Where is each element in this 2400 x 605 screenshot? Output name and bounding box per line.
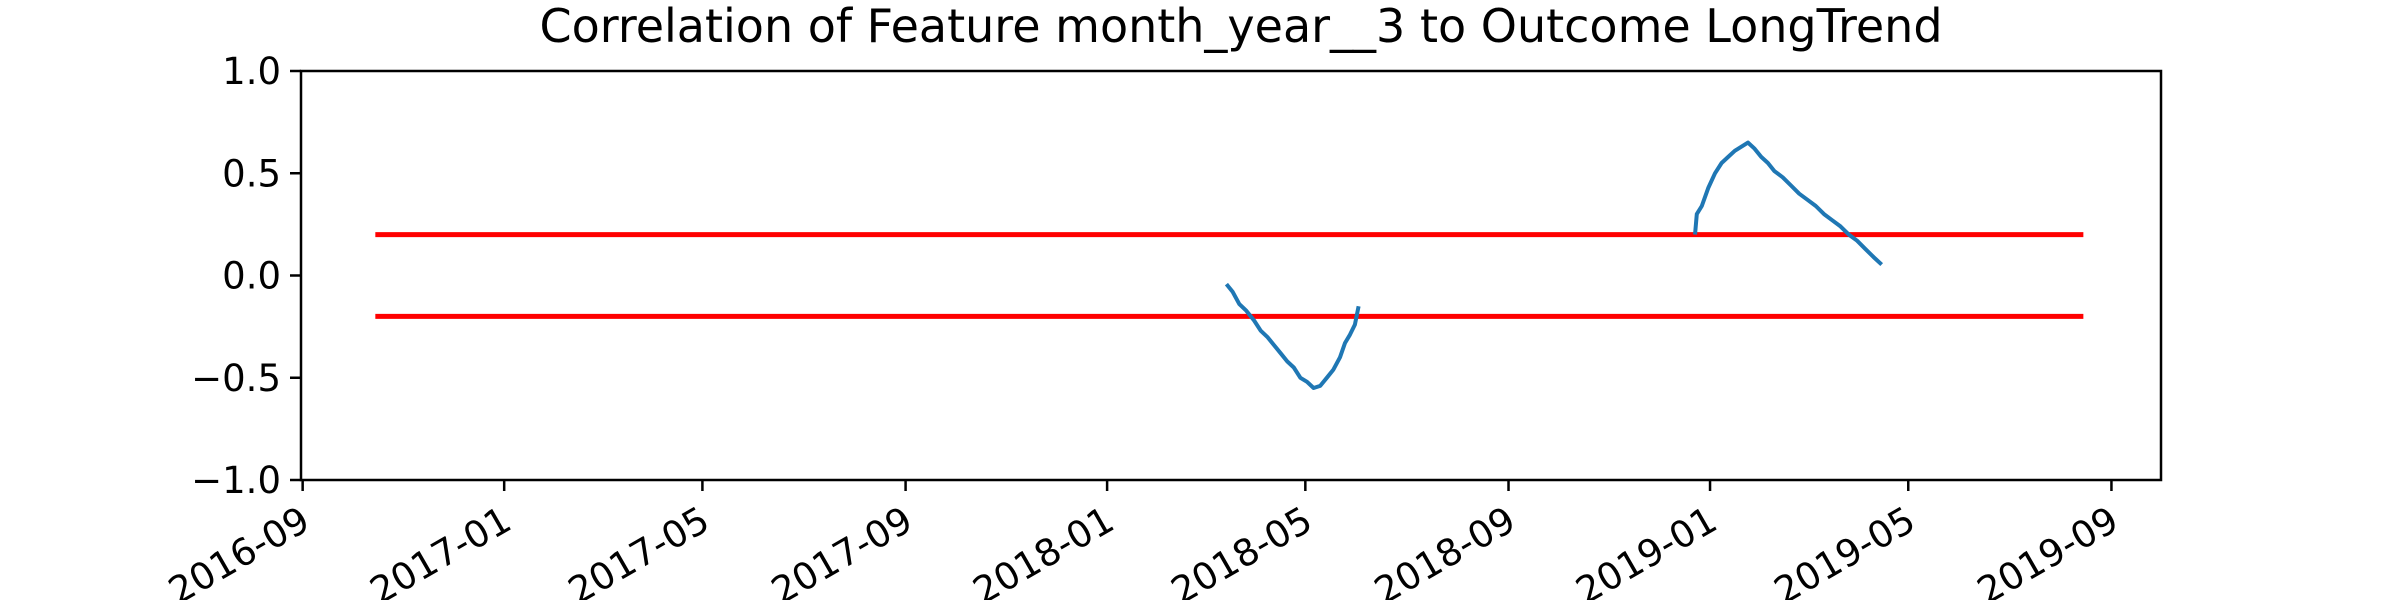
x-tick-label: 2018-05 (1164, 498, 1319, 600)
x-tick-label: 2019-01 (1569, 498, 1724, 600)
x-tick-label: 2019-09 (1970, 498, 2125, 600)
x-tick-label: 2018-01 (966, 498, 1121, 600)
y-tick-label: −0.5 (191, 357, 281, 400)
x-tick-label: 2018-09 (1367, 498, 1522, 600)
chart-title: Correlation of Feature month_year__3 to … (539, 0, 1942, 53)
x-tick-label: 2017-09 (764, 498, 919, 600)
y-tick-label: 0.0 (222, 255, 281, 298)
x-tick-label: 2016-09 (161, 498, 316, 600)
x-tick-label: 2017-05 (561, 498, 716, 600)
axes-frame (299, 69, 2163, 482)
series-0-segment-1 (1693, 140, 1884, 267)
x-axis: 2016-09 2017-01 2017-05 2017-09 2018-01 2018-… (161, 480, 2126, 605)
y-tick-label: −1.0 (191, 459, 281, 502)
x-tick-label: 2017-01 (363, 498, 518, 600)
plot-area (375, 140, 2084, 390)
y-axis: −1.0 −0.5 0.0 0.5 1.0 (191, 50, 301, 502)
y-tick-label: 1.0 (222, 50, 281, 93)
y-tick-label: 0.5 (222, 152, 281, 195)
x-tick-label: 2019-05 (1767, 498, 1922, 600)
series-0-segment-0 (1224, 282, 1361, 390)
